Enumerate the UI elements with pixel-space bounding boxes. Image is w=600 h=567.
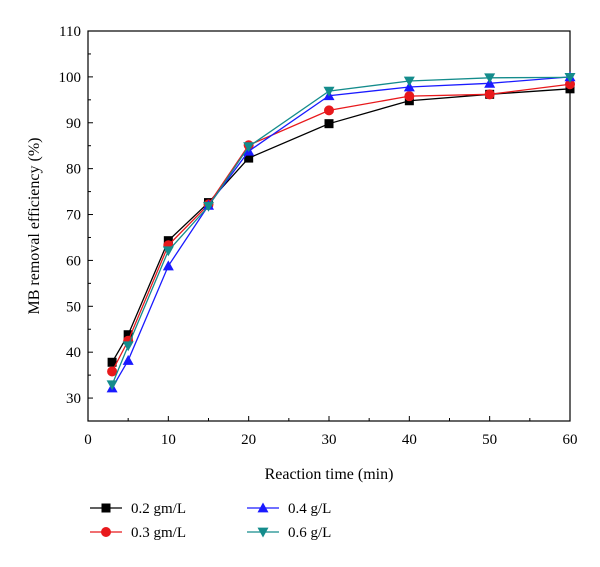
data-point (122, 341, 134, 352)
series-line (111, 83, 571, 372)
series-2 (107, 79, 575, 377)
data-point (324, 119, 334, 129)
data-point (107, 357, 117, 367)
legend-item: 0.6 g/L (247, 525, 331, 541)
legend-marker (101, 503, 111, 513)
y-tick-label: 80 (66, 162, 81, 178)
x-tick-label: 10 (161, 432, 176, 448)
y-tick-label: 110 (59, 24, 81, 40)
y-tick-label: 60 (66, 253, 81, 269)
legend-label: 0.3 gm/L (131, 525, 186, 541)
legend-item: 0.3 gm/L (90, 525, 186, 541)
x-tick-label: 50 (482, 432, 497, 448)
series-4 (106, 72, 576, 391)
data-point (122, 354, 134, 365)
data-series (106, 71, 576, 393)
data-point (162, 260, 174, 271)
legend-label: 0.2 gm/L (131, 501, 186, 517)
legend-marker (257, 502, 269, 513)
y-tick-label: 70 (66, 208, 81, 224)
data-point (162, 246, 174, 257)
y-tick-label: 100 (59, 70, 82, 86)
x-axis-title: Reaction time (min) (265, 466, 394, 483)
legend-marker (101, 527, 111, 537)
x-tick-label: 20 (241, 432, 256, 448)
y-tick-label: 40 (66, 345, 81, 361)
axis-ticks (87, 30, 571, 422)
data-point (123, 330, 133, 340)
data-point (484, 89, 495, 100)
data-point (564, 72, 576, 83)
legend-label: 0.4 g/L (288, 501, 331, 517)
y-tick-label: 90 (66, 116, 81, 132)
x-tick-label: 0 (84, 432, 92, 448)
data-point (324, 105, 334, 116)
data-point (323, 86, 335, 97)
x-tick-label: 30 (322, 432, 337, 448)
data-point (203, 201, 214, 212)
series-1 (107, 84, 575, 367)
y-tick-label: 50 (66, 299, 81, 315)
data-point (484, 73, 496, 84)
data-point (565, 79, 575, 90)
legend: 0.2 gm/L 0.3 gm/L 0.4 g/L 0.6 g/L (90, 501, 331, 541)
legend-item: 0.4 g/L (247, 501, 331, 517)
data-point (243, 142, 255, 153)
data-point (244, 153, 254, 163)
data-point (403, 76, 415, 87)
x-tick-label: 40 (402, 432, 417, 448)
legend-marker (257, 527, 269, 538)
legend-label: 0.6 g/L (288, 525, 331, 541)
axis-tick-labels: 0 10 20 30 40 50 60 30 40 50 60 70 80 90 100 110 (59, 24, 578, 448)
data-point (404, 91, 415, 102)
y-tick-label: 30 (66, 391, 81, 407)
series-line (111, 76, 571, 386)
x-tick-label: 60 (563, 432, 578, 448)
data-point (107, 366, 118, 377)
legend-item: 0.2 gm/L (90, 501, 186, 517)
series-line (111, 88, 571, 363)
data-point (106, 380, 118, 391)
y-axis-title: MB removal efficiency (%) (26, 138, 43, 315)
